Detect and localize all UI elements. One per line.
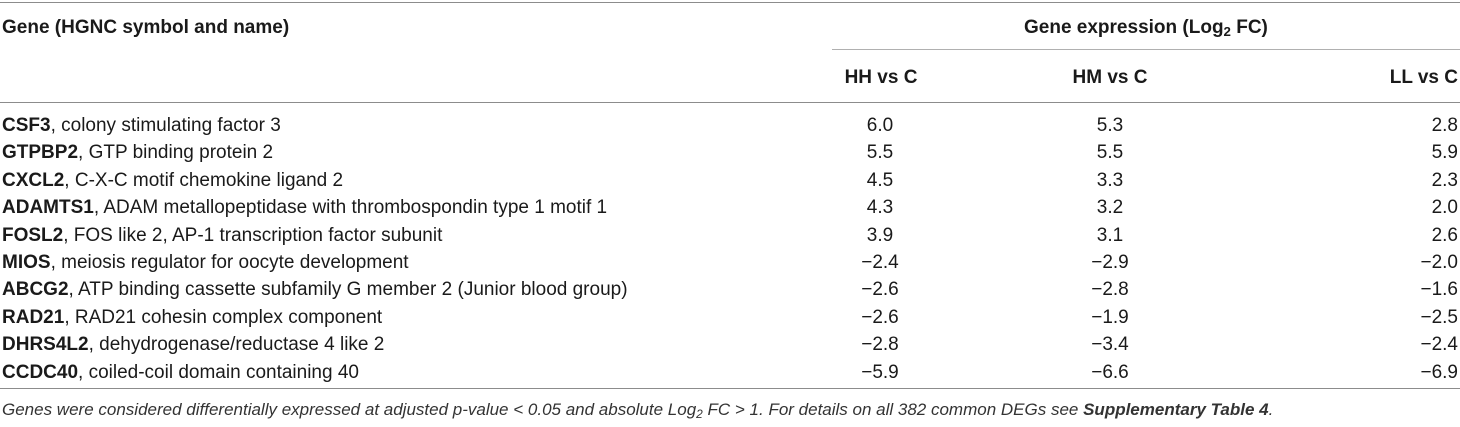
hh-value: 3.9 (866, 224, 894, 246)
table-top-rule (0, 2, 1460, 3)
expression-group-header-subscript: 2 (1223, 24, 1231, 39)
table-row: ADAMTS1, ADAM metallopeptidase with thro… (0, 194, 1460, 222)
hm-value: 3.3 (1096, 169, 1124, 191)
column-header-ll: LL vs C (1389, 67, 1458, 88)
gene-cell: CSF3, colony stimulating factor 3 (2, 112, 281, 140)
gene-name: , meiosis regulator for oocyte developme… (50, 252, 409, 273)
hm-value: −3.4 (1091, 334, 1129, 356)
header-bottom-rule (0, 102, 1460, 103)
gene-name: , ATP binding cassette subfamily G membe… (68, 279, 628, 301)
gene-cell: DHRS4L2, dehydrogenase/reductase 4 like … (2, 331, 384, 359)
ll-value: −2.0 (1420, 252, 1458, 273)
ll-value: 2.6 (1431, 224, 1458, 246)
group-header-underline (832, 49, 1460, 50)
hm-value: −2.9 (1091, 252, 1129, 273)
hh-value: 4.5 (866, 169, 894, 191)
gene-cell: ABCG2, ATP binding cassette subfamily G … (2, 276, 628, 304)
footnote-period: . (1268, 400, 1274, 419)
table-row: MIOS, meiosis regulator for oocyte devel… (0, 249, 1460, 277)
footnote-text: Genes were considered differentially exp… (2, 400, 697, 419)
hm-value: −6.6 (1091, 361, 1129, 383)
gene-name: , RAD21 cohesin complex component (64, 306, 383, 328)
ll-value: 5.9 (1431, 142, 1458, 164)
gene-name: , dehydrogenase/reductase 4 like 2 (88, 334, 385, 356)
table-row: CCDC40, coiled-coil domain containing 40… (0, 359, 1460, 387)
gene-column-header: Gene (HGNC symbol and name) (2, 17, 290, 38)
gene-cell: RAD21, RAD21 cohesin complex component (2, 304, 382, 332)
hm-value: −2.8 (1091, 279, 1129, 301)
gene-name: , C-X-C motif chemokine ligand 2 (64, 169, 344, 191)
gene-symbol: CSF3 (2, 115, 51, 136)
table-row: CXCL2, C-X-C motif chemokine ligand 2 4.5… (0, 167, 1460, 195)
hh-value: 4.3 (866, 197, 894, 219)
table-row: GTPBP2, GTP binding protein 2 5.5 5.5 5.9 (0, 139, 1460, 167)
ll-value: −2.5 (1420, 306, 1458, 328)
hh-value: −5.9 (861, 361, 899, 383)
supplementary-table-link[interactable]: Supplementary Table 4 (1083, 400, 1269, 419)
hm-value: 5.3 (1096, 115, 1124, 136)
gene-cell: FOSL2, FOS like 2, AP-1 transcription fa… (2, 222, 442, 250)
gene-symbol: RAD21 (2, 306, 65, 328)
ll-value: −2.4 (1420, 334, 1458, 356)
footnote-subscript: 2 (696, 407, 703, 421)
gene-symbol: ADAMTS1 (2, 197, 94, 219)
gene-symbol: GTPBP2 (2, 142, 79, 164)
table-row: RAD21, RAD21 cohesin complex component −2… (0, 304, 1460, 332)
table-row: CSF3, colony stimulating factor 3 6.0 5.3 2… (0, 112, 1460, 140)
hh-value: −2.6 (861, 306, 899, 328)
table-footnote: Genes were considered differentially exp… (2, 400, 1273, 420)
hh-value: −2.6 (861, 279, 899, 301)
gene-name: , FOS like 2, AP-1 transcription factor … (63, 224, 443, 246)
gene-symbol: CCDC40 (2, 361, 79, 383)
hm-value: 3.1 (1096, 224, 1124, 246)
hh-value: 6.0 (866, 115, 894, 136)
gene-cell: MIOS, meiosis regulator for oocyte devel… (2, 249, 409, 277)
gene-symbol: DHRS4L2 (2, 334, 89, 356)
gene-symbol: MIOS (2, 252, 51, 273)
hh-value: −2.4 (861, 252, 899, 273)
hh-value: −2.8 (861, 334, 899, 356)
expression-group-header-text: Gene expression (Log (1024, 17, 1224, 38)
hm-value: 5.5 (1096, 142, 1124, 164)
ll-value: 2.8 (1431, 115, 1458, 136)
ll-value: 2.0 (1431, 197, 1458, 219)
column-header-hh: HH vs C (844, 67, 918, 88)
gene-symbol: CXCL2 (2, 169, 65, 191)
ll-value: −1.6 (1420, 279, 1458, 301)
gene-name: , colony stimulating factor 3 (50, 115, 281, 136)
column-header-hm: HM vs C (1072, 67, 1148, 88)
ll-value: −6.9 (1420, 361, 1458, 383)
gene-name: , coiled-coil domain containing 40 (78, 361, 359, 383)
expression-group-header-suffix: FC) (1230, 17, 1268, 38)
gene-symbol: ABCG2 (2, 279, 69, 301)
gene-cell: CCDC40, coiled-coil domain containing 40 (2, 359, 359, 387)
ll-value: 2.3 (1431, 169, 1458, 191)
gene-cell: GTPBP2, GTP binding protein 2 (2, 139, 273, 167)
gene-name: , GTP binding protein 2 (78, 142, 274, 164)
footnote-text-2: FC > 1. For details on all 382 common DE… (702, 400, 1084, 419)
table-row: DHRS4L2, dehydrogenase/reductase 4 like … (0, 331, 1460, 359)
table-bottom-rule (0, 388, 1460, 389)
hm-value: 3.2 (1096, 197, 1124, 219)
gene-cell: CXCL2, C-X-C motif chemokine ligand 2 (2, 167, 343, 195)
gene-symbol: FOSL2 (2, 224, 64, 246)
table-row: ABCG2, ATP binding cassette subfamily G … (0, 276, 1460, 304)
expression-group-header: Gene expression (Log2 FC) (1024, 17, 1268, 39)
gene-name: , ADAM metallopeptidase with thrombospon… (93, 197, 608, 219)
table-row: FOSL2, FOS like 2, AP-1 transcription fa… (0, 222, 1460, 250)
hh-value: 5.5 (866, 142, 894, 164)
hm-value: −1.9 (1091, 306, 1129, 328)
gene-cell: ADAMTS1, ADAM metallopeptidase with thro… (2, 194, 607, 222)
